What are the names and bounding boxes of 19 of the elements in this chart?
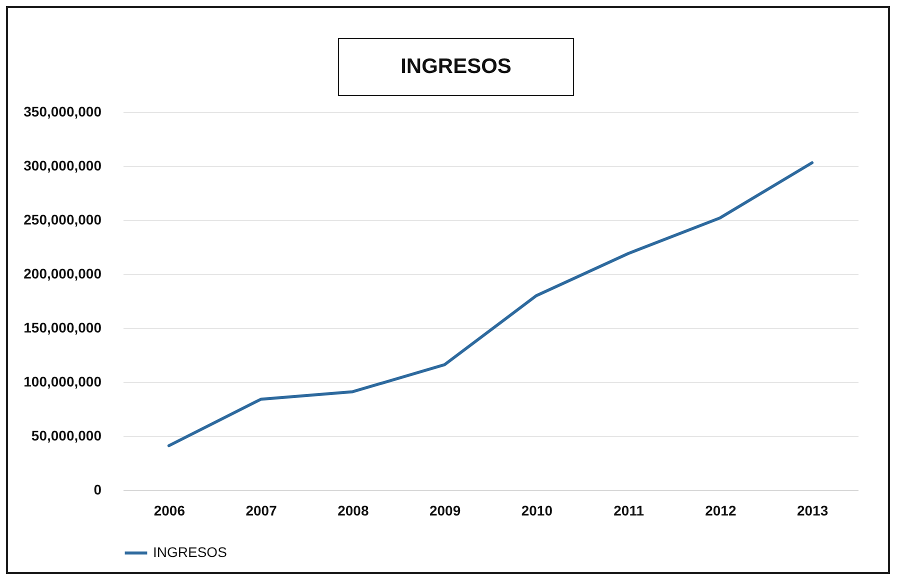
y-tick-label: 150,000,000 [24, 320, 102, 336]
y-tick-label: 350,000,000 [24, 104, 102, 120]
x-tick-label: 2010 [521, 502, 553, 518]
x-tick-label: 2009 [429, 502, 461, 518]
y-tick-label: 0 [94, 482, 102, 498]
y-tick-label: 100,000,000 [24, 374, 102, 390]
line-series [167, 161, 814, 448]
y-tick-label: 50,000,000 [31, 428, 102, 444]
y-tick-label: 200,000,000 [24, 266, 102, 282]
y-tick-label: 300,000,000 [24, 158, 102, 174]
legend-label: INGRESOS [153, 544, 227, 560]
chart-title: INGRESOS [338, 38, 574, 96]
x-tick-label: 2013 [796, 502, 828, 518]
x-tick-label: 2007 [246, 502, 278, 518]
x-tick-label: 2011 [614, 502, 644, 518]
x-tick-label: 2006 [154, 502, 186, 518]
y-tick-label: 250,000,000 [24, 212, 102, 228]
x-tick-label: 2008 [338, 502, 369, 518]
x-tick-label: 2012 [705, 502, 736, 518]
